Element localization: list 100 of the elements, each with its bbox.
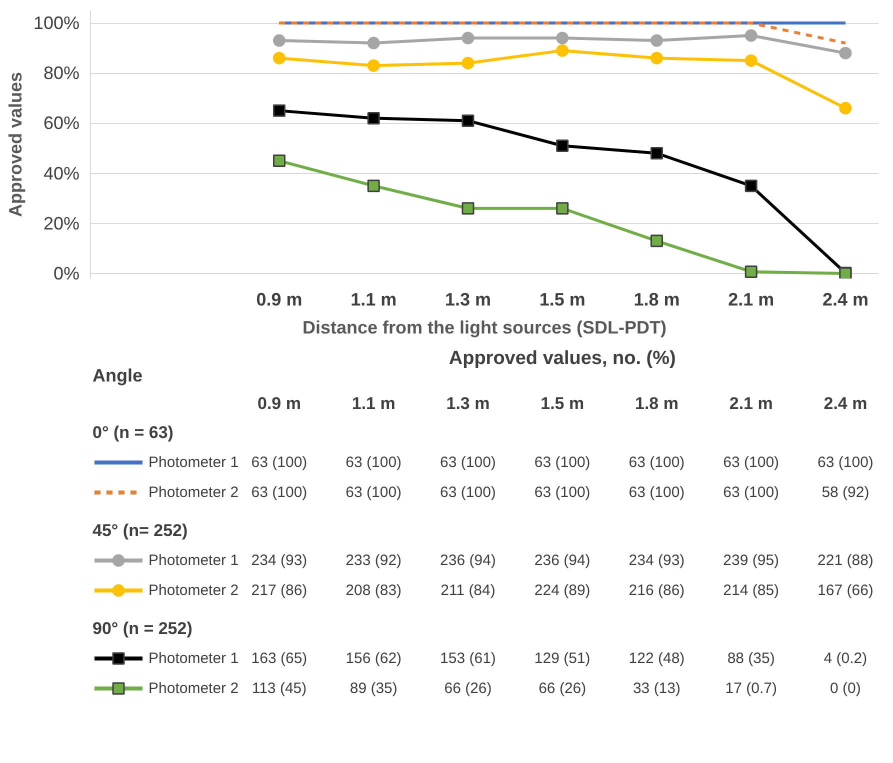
point bbox=[556, 140, 569, 152]
legend-label: Photometer 2 bbox=[148, 484, 239, 501]
category-label: 1.3 m bbox=[446, 394, 490, 413]
data-label: 234 (93) bbox=[628, 552, 685, 569]
data-label: 63 (100) bbox=[628, 484, 685, 501]
data-label: 33 (13) bbox=[632, 680, 680, 697]
data-label: 63 (100) bbox=[251, 484, 308, 501]
text: Angle bbox=[92, 366, 143, 386]
category-label: 0.9 m bbox=[258, 394, 301, 413]
data-label: 63 (100) bbox=[346, 484, 402, 501]
point bbox=[462, 32, 474, 44]
data-label: 0 (0) bbox=[830, 680, 861, 697]
category-label: 1.1 m bbox=[352, 394, 396, 413]
legend-label: Photometer 2 bbox=[148, 680, 239, 697]
legend-label: Photometer 1 bbox=[148, 552, 239, 569]
point bbox=[367, 112, 380, 124]
data-label: 211 (84) bbox=[440, 582, 496, 599]
point bbox=[556, 44, 569, 57]
point bbox=[367, 36, 380, 50]
point bbox=[462, 114, 474, 127]
data-label: 167 (66) bbox=[818, 582, 874, 599]
point bbox=[272, 104, 286, 117]
data-label: 234 (93) bbox=[251, 552, 308, 569]
data-label: 216 (86) bbox=[628, 582, 685, 599]
data-label: 113 (45) bbox=[252, 680, 307, 697]
y-tick-label: 100% bbox=[33, 13, 80, 34]
data-label: 63 (100) bbox=[534, 484, 590, 501]
data-label: 208 (83) bbox=[346, 582, 402, 599]
category-label: 1.8 m bbox=[634, 394, 678, 413]
point bbox=[744, 54, 758, 67]
data-label: 89 (35) bbox=[350, 680, 398, 697]
legend-label: Photometer 2 bbox=[148, 582, 239, 599]
data-label: 4 (0.2) bbox=[824, 650, 868, 667]
point bbox=[839, 46, 852, 60]
data-label: 217 (86) bbox=[251, 582, 308, 599]
legend-label: Photometer 1 bbox=[148, 454, 239, 471]
point bbox=[839, 102, 852, 114]
data-label: 224 (89) bbox=[534, 582, 590, 599]
data-label: 63 (100) bbox=[346, 454, 402, 471]
point bbox=[744, 29, 758, 42]
data-label: 63 (100) bbox=[534, 454, 590, 471]
point bbox=[556, 32, 569, 44]
point bbox=[462, 56, 474, 70]
data-label: 63 (100) bbox=[440, 484, 496, 501]
data-label: 63 (100) bbox=[723, 484, 780, 501]
y-tick-label: 60% bbox=[43, 113, 80, 134]
category-label: 1.5 m bbox=[540, 394, 584, 413]
data-label: 156 (62) bbox=[346, 650, 402, 667]
x-tick-label: 0.9 m bbox=[256, 290, 302, 310]
x-tick-label: 1.3 m bbox=[444, 290, 491, 310]
text: Approved values, no. (%) bbox=[448, 348, 676, 369]
point bbox=[272, 34, 286, 47]
point bbox=[650, 52, 663, 64]
x-axis-title: Distance from the light sources (SDL-PDT) bbox=[302, 318, 667, 338]
data-label: 236 (94) bbox=[534, 552, 590, 569]
data-label: 88 (35) bbox=[727, 650, 775, 667]
point bbox=[744, 180, 758, 192]
y-tick-label: 40% bbox=[43, 163, 80, 184]
point bbox=[650, 234, 663, 248]
text: 45° (n= 252) bbox=[92, 521, 188, 540]
x-tick-label: 1.1 m bbox=[350, 290, 397, 310]
x-tick-label: 2.1 m bbox=[728, 290, 774, 310]
text: 90° (n = 252) bbox=[92, 619, 192, 638]
data-label: 221 (88) bbox=[818, 552, 874, 569]
data-label: 63 (100) bbox=[723, 454, 780, 471]
point bbox=[462, 202, 474, 215]
point bbox=[367, 59, 380, 72]
point bbox=[556, 202, 569, 215]
category-label: 2.1 m bbox=[729, 394, 773, 413]
data-label: 66 (26) bbox=[444, 680, 492, 697]
data-label: 66 (26) bbox=[538, 680, 586, 697]
data-label: 63 (100) bbox=[251, 454, 308, 471]
data-label: 236 (94) bbox=[440, 552, 496, 569]
legend-label: Photometer 1 bbox=[148, 650, 239, 667]
point bbox=[650, 34, 663, 47]
data-label: 239 (95) bbox=[723, 552, 780, 569]
category-label: 2.4 m bbox=[824, 394, 868, 413]
y-tick-label: 20% bbox=[43, 213, 80, 234]
data-label: 163 (65) bbox=[251, 650, 308, 667]
y-axis-title: Approved values bbox=[5, 72, 26, 218]
data-label: 58 (92) bbox=[822, 484, 870, 501]
y-tick-label: 0% bbox=[53, 263, 80, 284]
data-label: 63 (100) bbox=[818, 454, 874, 471]
data-label: 122 (48) bbox=[628, 650, 685, 667]
point bbox=[744, 265, 758, 278]
point bbox=[650, 147, 663, 160]
data-label: 63 (100) bbox=[628, 454, 685, 471]
point bbox=[272, 52, 286, 64]
data-label: 17 (0.7) bbox=[725, 680, 777, 697]
y-tick-label: 80% bbox=[43, 63, 80, 84]
data-label: 63 (100) bbox=[440, 454, 496, 471]
data-label: 129 (51) bbox=[534, 650, 590, 667]
x-tick-label: 2.4 m bbox=[822, 290, 868, 310]
x-tick-label: 1.5 m bbox=[539, 290, 586, 310]
data-label: 214 (85) bbox=[723, 582, 780, 599]
data-label: 153 (61) bbox=[440, 650, 496, 667]
data-label: 233 (92) bbox=[346, 552, 402, 569]
point bbox=[367, 180, 380, 192]
point bbox=[272, 154, 286, 168]
text: 0° (n = 63) bbox=[92, 423, 174, 442]
